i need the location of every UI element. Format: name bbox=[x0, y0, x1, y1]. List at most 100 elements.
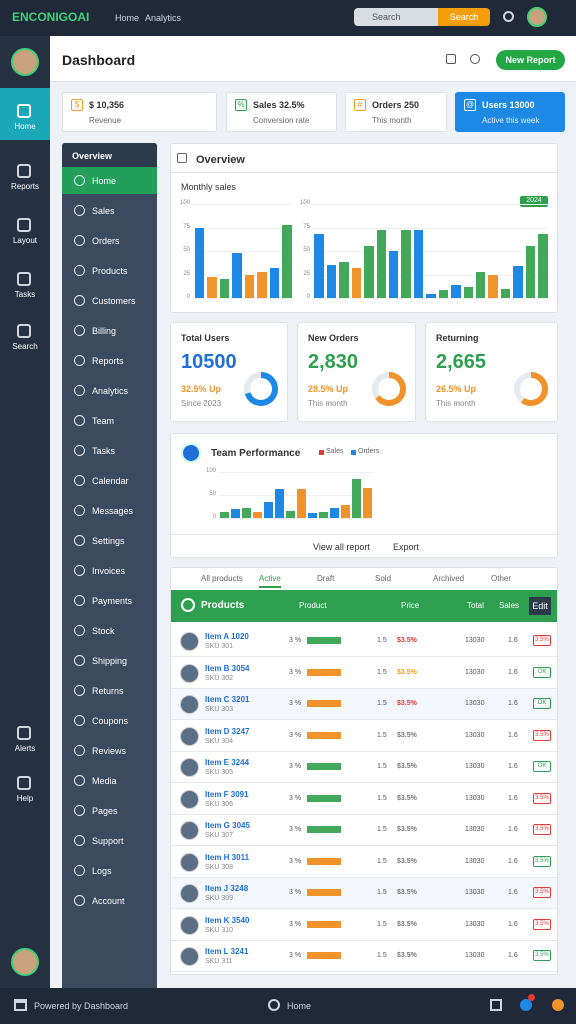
menu-item[interactable]: Pages bbox=[92, 806, 118, 816]
menu-icon[interactable] bbox=[74, 505, 85, 516]
menu-icon[interactable] bbox=[74, 355, 85, 366]
home-icon[interactable] bbox=[14, 999, 27, 1011]
link[interactable]: Export bbox=[393, 542, 420, 552]
menu-item[interactable]: Logs bbox=[92, 866, 112, 876]
rail-label[interactable]: Help bbox=[16, 794, 34, 803]
table-row[interactable]: Item F 3091 SKU 306 3 % 1.5 $3.5% 13030 1.6 3.5… bbox=[171, 783, 557, 815]
rail-icon[interactable] bbox=[17, 776, 31, 790]
menu-icon[interactable] bbox=[74, 775, 85, 786]
menu-icon[interactable] bbox=[74, 895, 85, 906]
table-row[interactable]: Item B 3054 SKU 302 3 % 1.5 $3.5% 13030 1.6 OK bbox=[171, 657, 557, 689]
menu-icon[interactable] bbox=[74, 625, 85, 636]
menu-icon[interactable] bbox=[74, 295, 85, 306]
menu-item[interactable]: Billing bbox=[92, 326, 117, 336]
table-row[interactable]: Item E 3244 SKU 305 3 % 1.5 $3.5% 13030 1.6 OK bbox=[171, 752, 557, 783]
menu-icon[interactable] bbox=[74, 445, 85, 456]
icon[interactable] bbox=[268, 999, 280, 1011]
tab[interactable]: Other bbox=[491, 574, 512, 583]
menu-item[interactable]: Home bbox=[92, 176, 117, 186]
rail-label[interactable]: Layout bbox=[12, 236, 38, 245]
menu-item[interactable]: Stock bbox=[92, 626, 115, 636]
icon[interactable] bbox=[446, 54, 456, 64]
menu-item[interactable]: Products bbox=[92, 266, 128, 276]
rail-icon[interactable] bbox=[17, 324, 31, 338]
avatar[interactable] bbox=[11, 48, 39, 76]
tab[interactable]: Active bbox=[259, 574, 281, 588]
icon[interactable] bbox=[490, 999, 502, 1011]
table-row[interactable]: Item C 3201 SKU 303 3 % 1.5 $3.5% 13030 1.6 OK bbox=[171, 689, 557, 720]
menu-icon[interactable] bbox=[74, 745, 85, 756]
menu-icon[interactable] bbox=[74, 325, 85, 336]
tab[interactable]: All products bbox=[201, 574, 243, 583]
link[interactable]: View all report bbox=[313, 542, 370, 552]
edit-button[interactable]: Edit bbox=[529, 597, 551, 615]
table-row[interactable]: Item D 3247 SKU 304 3 % 1.5 $3.5% 13030 1.6 3.5… bbox=[171, 720, 557, 752]
menu-icon[interactable] bbox=[74, 565, 85, 576]
logo[interactable]: ENCONIGOAI bbox=[12, 10, 90, 24]
tab[interactable]: Archived bbox=[433, 574, 465, 583]
rail-label[interactable]: Alerts bbox=[14, 744, 36, 753]
menu-item[interactable]: Orders bbox=[92, 236, 120, 246]
rail-icon[interactable] bbox=[17, 726, 31, 740]
menu-item[interactable]: Media bbox=[92, 776, 117, 786]
menu-icon[interactable] bbox=[74, 715, 85, 726]
icon[interactable] bbox=[470, 54, 480, 64]
rail-label[interactable]: Search bbox=[12, 342, 38, 351]
menu-icon[interactable] bbox=[74, 235, 85, 246]
nav-link[interactable]: Analytics bbox=[145, 13, 182, 23]
menu-item[interactable]: Reviews bbox=[92, 746, 127, 756]
menu-item[interactable]: Sales bbox=[92, 206, 115, 216]
menu-icon[interactable] bbox=[74, 475, 85, 486]
nav-link[interactable]: Home bbox=[115, 13, 140, 23]
menu-item[interactable]: Invoices bbox=[92, 566, 126, 576]
settings-icon[interactable] bbox=[503, 11, 514, 22]
menu-item[interactable]: Settings bbox=[92, 536, 125, 546]
tab[interactable]: Sold bbox=[375, 574, 392, 583]
menu-item[interactable]: Support bbox=[92, 836, 124, 846]
menu-item[interactable]: Reports bbox=[92, 356, 124, 366]
rail-icon[interactable] bbox=[17, 218, 31, 232]
menu-item[interactable]: Customers bbox=[92, 296, 136, 306]
menu-item[interactable]: Account bbox=[92, 896, 125, 906]
rail-icon[interactable] bbox=[17, 164, 31, 178]
rail-label[interactable]: Tasks bbox=[14, 290, 36, 299]
rail-label[interactable]: Reports bbox=[10, 182, 39, 191]
menu-item[interactable]: Team bbox=[92, 416, 115, 426]
table-row[interactable]: Item G 3045 SKU 307 3 % 1.5 $3.5% 13030 1.6 3.5… bbox=[171, 815, 557, 846]
search-box[interactable]: Search bbox=[354, 8, 438, 26]
icon[interactable] bbox=[552, 999, 564, 1011]
menu-icon[interactable] bbox=[74, 685, 85, 696]
menu-icon[interactable] bbox=[74, 865, 85, 876]
table-row[interactable]: Item K 3540 SKU 310 3 % 1.5 $3.5% 13030 1.6 3.5… bbox=[171, 909, 557, 941]
menu-item[interactable]: Messages bbox=[92, 506, 134, 516]
menu-icon[interactable] bbox=[74, 265, 85, 276]
rail-icon[interactable] bbox=[17, 104, 31, 118]
menu-icon[interactable] bbox=[74, 535, 85, 546]
icon[interactable] bbox=[520, 999, 532, 1011]
rail-icon[interactable] bbox=[17, 272, 31, 286]
menu-icon[interactable] bbox=[74, 595, 85, 606]
menu-item[interactable]: Shipping bbox=[92, 656, 128, 666]
menu-item[interactable]: Calendar bbox=[92, 476, 129, 486]
table-row[interactable]: Item A 1020 SKU 301 3 % 1.5 $3.5% 13030 1.6 3.5… bbox=[171, 626, 557, 657]
menu-item[interactable]: Coupons bbox=[92, 716, 129, 726]
table-row[interactable]: Item J 3248 SKU 309 3 % 1.5 $3.5% 13030 1.6 3.5… bbox=[171, 878, 557, 909]
primary-button[interactable]: New Report bbox=[496, 50, 565, 70]
avatar[interactable] bbox=[11, 948, 39, 976]
menu-icon[interactable] bbox=[74, 655, 85, 666]
menu-icon[interactable] bbox=[74, 835, 85, 846]
search-button[interactable]: Search bbox=[438, 8, 490, 26]
menu-icon[interactable] bbox=[74, 385, 85, 396]
menu-item[interactable]: Analytics bbox=[92, 386, 129, 396]
menu-item[interactable]: Tasks bbox=[92, 446, 116, 456]
tab[interactable]: Draft bbox=[317, 574, 335, 583]
menu-item[interactable]: Returns bbox=[92, 686, 124, 696]
rail-label[interactable]: Home bbox=[14, 122, 36, 131]
menu-icon[interactable] bbox=[74, 175, 85, 186]
menu-icon[interactable] bbox=[74, 205, 85, 216]
avatar[interactable] bbox=[527, 7, 547, 27]
footer-link[interactable]: Home bbox=[287, 1001, 312, 1011]
menu-item[interactable]: Payments bbox=[92, 596, 133, 606]
table-row[interactable]: Item H 3011 SKU 308 3 % 1.5 $3.5% 13030 1.6 3.5… bbox=[171, 846, 557, 878]
table-row[interactable]: Item L 3241 SKU 311 3 % 1.5 $3.5% 13030 1.6 3.5… bbox=[171, 941, 557, 972]
